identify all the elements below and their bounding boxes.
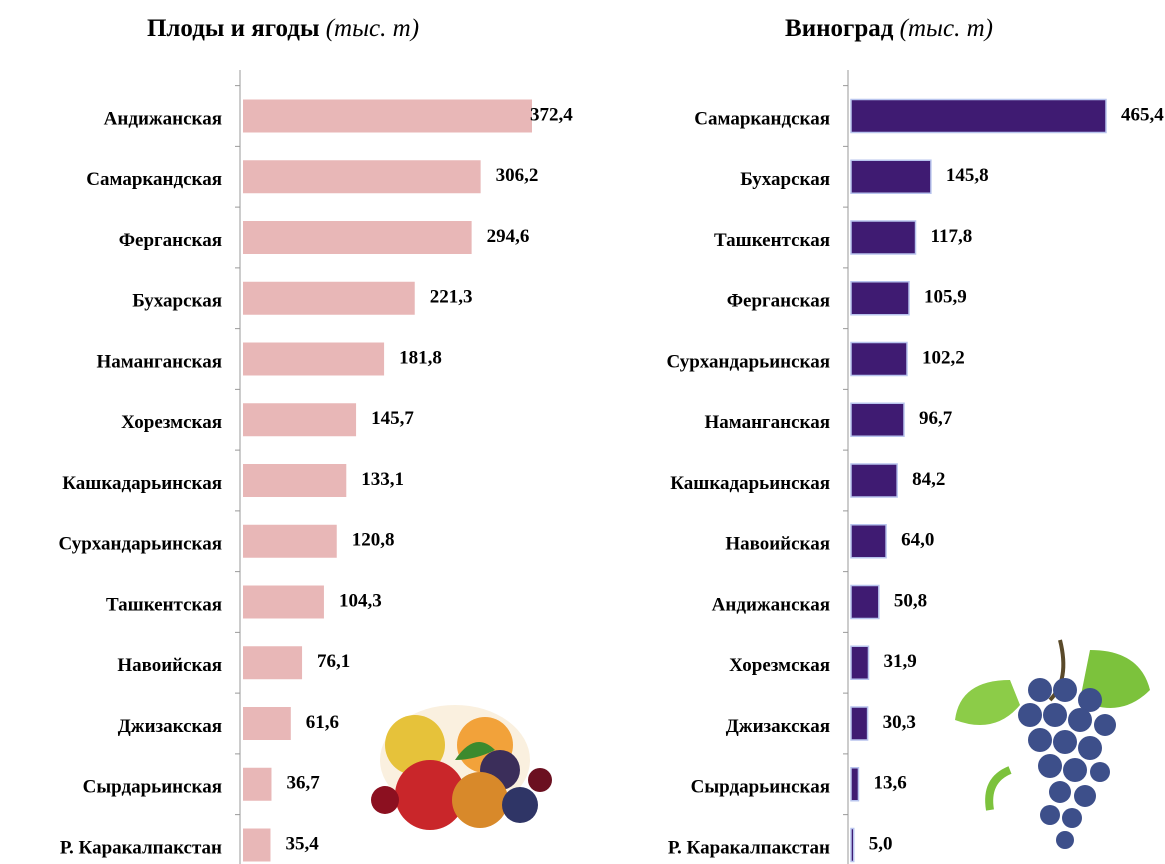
- bar: [243, 342, 385, 376]
- grape-illustration: [955, 639, 1150, 849]
- unit: (тыс. т): [326, 15, 419, 42]
- category-label: Навоийская: [725, 534, 830, 555]
- category-label: Сырдарьинская: [691, 777, 830, 798]
- bar: [850, 281, 910, 316]
- bar: [850, 159, 932, 194]
- value-label: 145,7: [371, 408, 414, 429]
- value-label: 76,1: [317, 651, 350, 672]
- bar: [243, 707, 291, 740]
- value-label: 31,9: [883, 651, 916, 672]
- value-label: 117,8: [931, 226, 973, 247]
- category-label: Ферганская: [119, 230, 222, 251]
- value-label: 61,6: [306, 712, 339, 733]
- bar: [850, 706, 869, 741]
- value-label: 36,7: [286, 773, 320, 794]
- bar: [850, 767, 860, 802]
- category-label: Бухарская: [132, 291, 222, 312]
- category-label: Ташкентская: [106, 594, 222, 615]
- bar: [850, 341, 908, 377]
- chart-title: Виноград (тыс. т): [785, 15, 993, 42]
- bar: [850, 402, 905, 437]
- category-label: Сурхандарьинская: [666, 351, 830, 372]
- category-label: Навоийская: [117, 655, 222, 676]
- bar: [243, 160, 481, 194]
- category-label: Джизакская: [118, 716, 222, 737]
- bar: [850, 584, 880, 620]
- value-label: 5,0: [869, 833, 893, 854]
- value-label: 64,0: [901, 530, 934, 551]
- category-label: Наманганская: [97, 351, 223, 372]
- category-label: Р. Каракалпакстан: [668, 837, 830, 858]
- bar: [243, 585, 324, 619]
- category-label: Р. Каракалпакстан: [60, 837, 222, 858]
- value-label: 30,3: [883, 712, 916, 733]
- category-label: Бухарская: [740, 169, 830, 190]
- category-label: Наманганская: [705, 412, 831, 433]
- value-label: 102,2: [922, 347, 965, 368]
- value-label: 145,8: [946, 165, 989, 186]
- value-label: 306,2: [496, 165, 539, 186]
- bar: [243, 403, 357, 437]
- category-label: Кашкадарьинская: [62, 473, 222, 494]
- value-label: 84,2: [912, 469, 945, 490]
- bar: [850, 463, 898, 498]
- category-label: Хорезмская: [729, 655, 830, 676]
- title: Плоды и ягоды: [147, 15, 320, 42]
- value-label: 221,3: [430, 287, 473, 308]
- bar: [243, 767, 272, 801]
- value-label: 181,8: [399, 347, 442, 368]
- value-label: 133,1: [361, 469, 404, 490]
- category-label: Сырдарьинская: [83, 777, 222, 798]
- value-label: 465,4: [1121, 104, 1164, 125]
- category-label: Джизакская: [726, 716, 830, 737]
- value-label: 120,8: [352, 530, 395, 551]
- fruit-illustration: [371, 705, 552, 830]
- value-label: 50,8: [894, 590, 927, 611]
- title: Виноград: [785, 15, 894, 42]
- value-label: 13,6: [873, 773, 906, 794]
- value-label: 35,4: [285, 833, 319, 854]
- value-label: 105,9: [924, 287, 967, 308]
- bar: [243, 99, 532, 133]
- category-label: Сурхандарьинская: [58, 534, 222, 555]
- bar: [243, 828, 271, 862]
- bar: [243, 646, 303, 680]
- category-label: Ташкентская: [714, 230, 830, 251]
- value-label: 294,6: [487, 226, 530, 247]
- value-label: 372,4: [530, 104, 573, 125]
- value-label: 104,3: [339, 590, 382, 611]
- bar: [850, 645, 870, 680]
- value-label: 96,7: [919, 408, 953, 429]
- bar: [850, 220, 917, 255]
- category-label: Самаркандская: [694, 108, 830, 129]
- category-label: Ферганская: [727, 291, 830, 312]
- bar: [243, 524, 337, 558]
- category-label: Кашкадарьинская: [670, 473, 830, 494]
- bar: [850, 524, 887, 559]
- bar: [850, 98, 1107, 134]
- category-label: Андижанская: [712, 594, 830, 615]
- chart-title: Плоды и ягоды (тыс. т): [147, 15, 419, 42]
- category-label: Самаркандская: [86, 169, 222, 190]
- bar: [243, 281, 415, 315]
- bar: [243, 464, 347, 497]
- bar: [243, 221, 472, 254]
- bar: [850, 827, 855, 863]
- unit: (тыс. т): [900, 15, 993, 42]
- category-label: Хорезмская: [121, 412, 222, 433]
- category-label: Андижанская: [104, 108, 222, 129]
